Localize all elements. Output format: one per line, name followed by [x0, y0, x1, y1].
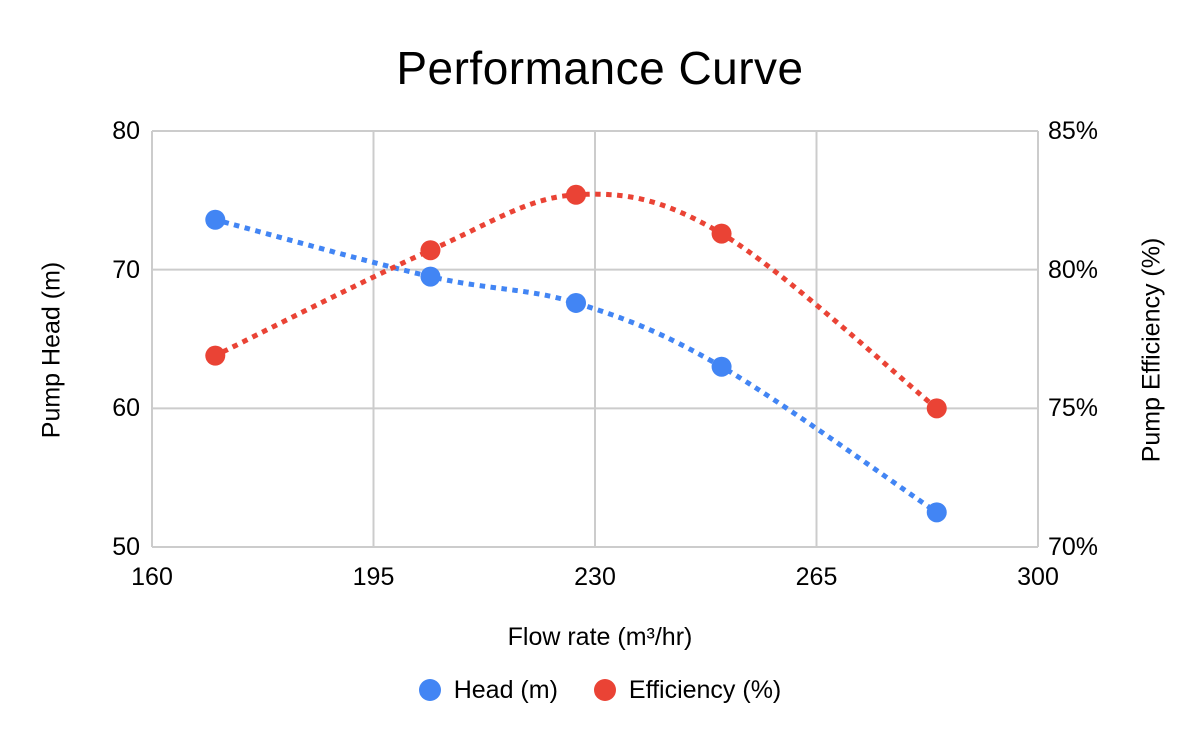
legend-label-head: Head (m) [453, 676, 558, 704]
y-axis-right-tick-label: 70% [1048, 533, 1099, 561]
data-point-efficiency [205, 345, 226, 366]
legend-label-efficiency: Efficiency (%) [628, 676, 782, 704]
data-point-head [420, 266, 441, 287]
y-axis-right-tick-label: 80% [1048, 255, 1099, 284]
data-point-head [205, 209, 226, 230]
y-axis-left-tick-label: 80 [112, 117, 140, 145]
data-point-head [711, 356, 732, 377]
series-line-head [212, 216, 941, 516]
y-axis-left-tick-label: 50 [112, 533, 140, 561]
data-point-efficiency [711, 223, 732, 244]
x-axis-tick-label: 230 [574, 563, 616, 591]
y-axis-left-tick-label: 70 [112, 255, 140, 284]
data-point-efficiency [566, 184, 587, 205]
legend-item-head: Head (m) [418, 676, 558, 704]
data-point-head [566, 292, 587, 313]
chart-title: Performance Curve [396, 42, 804, 94]
head-series-swatch-icon [418, 679, 441, 701]
x-axis-tick-label: 300 [1017, 563, 1059, 591]
x-axis-tick-label: 265 [795, 563, 838, 591]
legend-item-efficiency: Efficiency (%) [593, 676, 782, 704]
x-axis-tick-label: 160 [131, 563, 173, 591]
x-axis-title: Flow rate (m³/hr) [507, 623, 693, 651]
data-point-head [926, 502, 947, 523]
y-axis-right-tick-label: 75% [1048, 394, 1099, 423]
legend: Head (m) Efficiency (%) [0, 676, 1200, 704]
data-point-efficiency [420, 240, 441, 261]
efficiency-series-swatch-icon [593, 679, 616, 701]
x-axis-tick-label: 195 [352, 563, 395, 591]
y-axis-left-tick-label: 60 [112, 394, 140, 423]
y-axis-right-tick-label: 85% [1048, 117, 1099, 145]
data-point-efficiency [926, 398, 947, 419]
